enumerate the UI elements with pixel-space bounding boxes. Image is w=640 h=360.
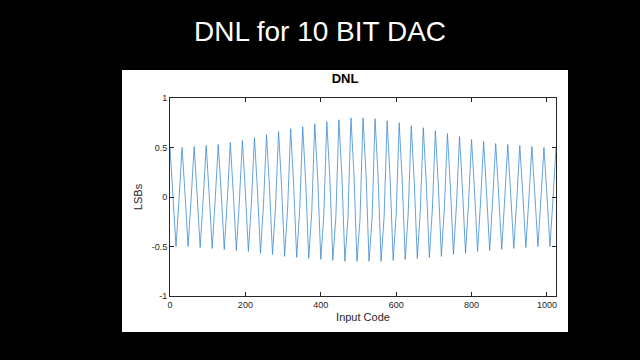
svg-text:LSBs: LSBs (132, 183, 144, 210)
svg-text:600: 600 (389, 300, 404, 310)
svg-text:1000: 1000 (537, 300, 557, 310)
svg-text:0: 0 (162, 192, 167, 202)
svg-text:400: 400 (313, 300, 328, 310)
svg-text:0: 0 (167, 300, 172, 310)
svg-text:DNL: DNL (332, 71, 359, 86)
svg-text:-1: -1 (159, 291, 167, 301)
svg-text:200: 200 (238, 300, 253, 310)
svg-text:800: 800 (464, 300, 479, 310)
svg-text:-0.5: -0.5 (152, 242, 168, 252)
svg-text:1: 1 (162, 93, 167, 103)
html-text:DNL for 10 BIT DAC: DNL for 10 BIT DAC (194, 16, 446, 47)
svg-text:0.5: 0.5 (155, 143, 168, 153)
svg-text:Input Code: Input Code (336, 311, 390, 323)
